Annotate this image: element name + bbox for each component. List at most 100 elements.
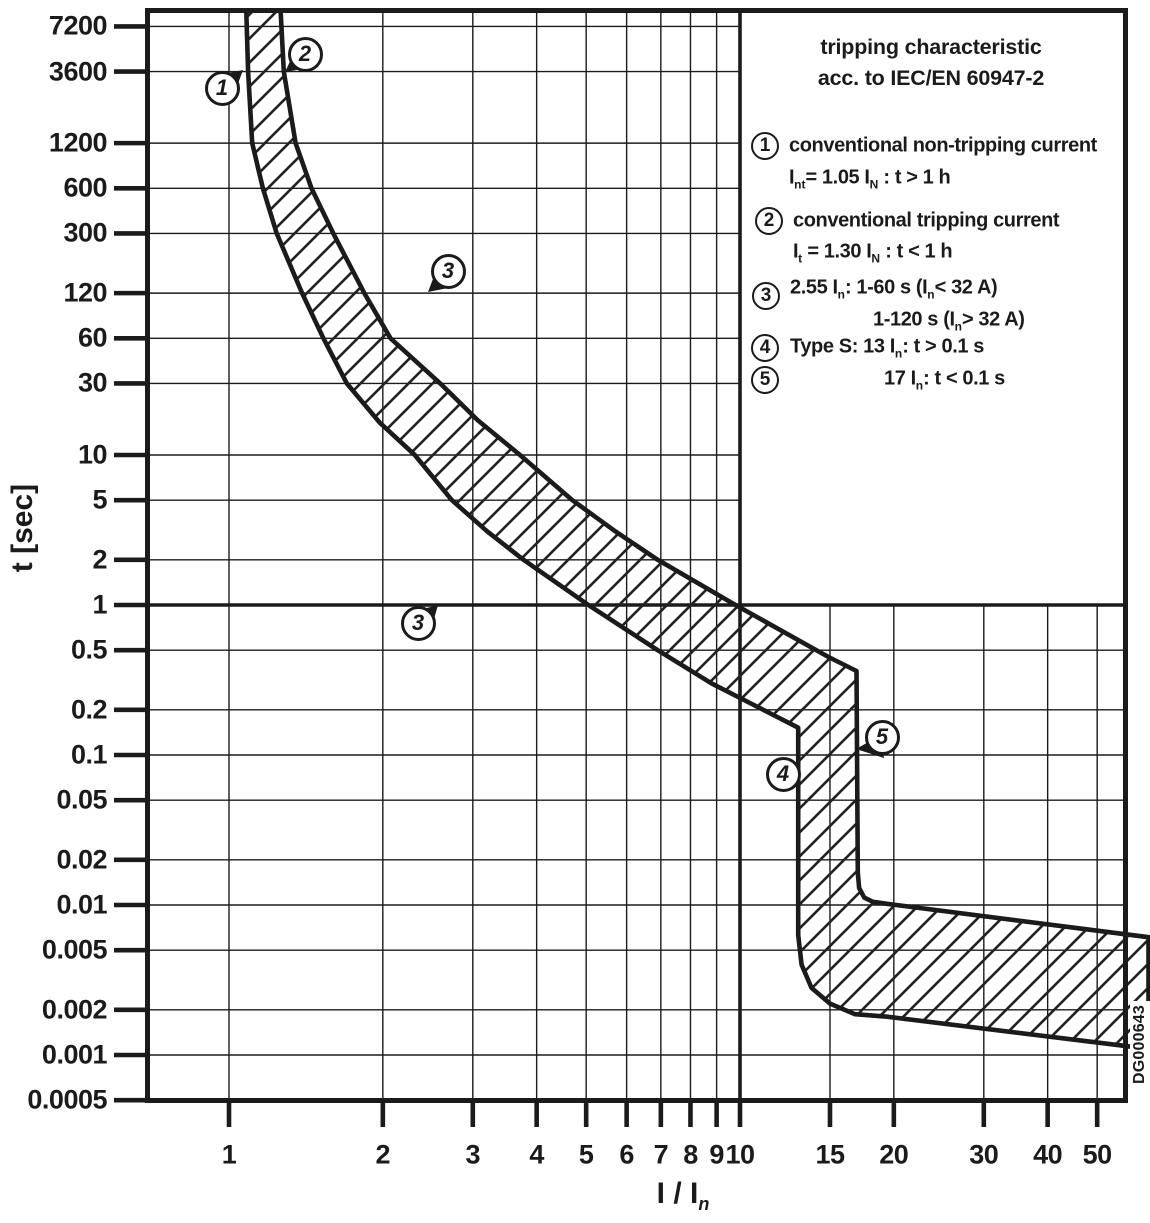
text-run: 50	[1082, 1139, 1113, 1170]
text-run: 1	[221, 1139, 237, 1170]
x-axis-label-1: 1	[222, 1140, 237, 1171]
text-run: 1	[92, 589, 107, 620]
text-run: 3600	[48, 56, 108, 87]
plot-marker-3: 3	[400, 605, 436, 641]
x-axis-label-30: 30	[969, 1140, 999, 1171]
text-run: : t > 1 h	[878, 166, 951, 189]
text-run: > 32 A)	[961, 308, 1025, 331]
text-run: 20	[879, 1139, 909, 1170]
legend-item-5-line1: 17 In: t < 0.1 s	[884, 368, 1005, 393]
legend-item-3-line1: 2.55 In: 1-60 s (In< 32 A)	[790, 276, 998, 302]
text-run: 0.001	[41, 1039, 108, 1070]
y-axis-label-5: 5	[0, 485, 107, 516]
text-run: I	[793, 240, 799, 263]
text-run: Type S: 13 I	[790, 335, 895, 358]
subscript: t	[798, 251, 803, 266]
chart-title-line1: tripping characteristic	[820, 35, 1042, 59]
text-run: 0.01	[56, 889, 107, 920]
subscript: n	[954, 319, 962, 334]
y-axis-label-60: 60	[0, 323, 108, 354]
x-axis-title: I / In	[657, 1177, 710, 1215]
plot-marker-3: 3	[430, 253, 466, 289]
text-run: 1-120 s (I	[873, 308, 955, 331]
text-run: 0.2	[70, 694, 108, 725]
text-run: 1200	[48, 127, 108, 158]
x-axis-label-20: 20	[879, 1139, 909, 1171]
legend-circle-1: 1	[751, 132, 779, 160]
text-run: : t < 1 h	[880, 240, 953, 263]
text-run: : t < 0.1 s	[923, 367, 1005, 390]
legend-circle-4: 4	[751, 334, 779, 362]
subscript: n	[915, 378, 924, 393]
subscript: N	[871, 251, 881, 266]
y-axis-label-600: 600	[0, 173, 107, 204]
chart-title: tripping characteristic acc. to IEC/EN 6…	[758, 32, 1104, 94]
text-run: 30	[77, 367, 108, 398]
plot-marker-1: 1	[204, 70, 240, 106]
text-run: 7200	[48, 10, 108, 41]
x-axis-label-9: 9	[709, 1140, 724, 1171]
text-run: 3	[465, 1139, 481, 1170]
text-run: 2	[375, 1139, 391, 1170]
plot-marker-5: 5	[864, 719, 900, 755]
subscript: n	[894, 346, 903, 361]
subscript: nt	[794, 177, 806, 192]
text-run: = 1.05 I	[805, 166, 870, 189]
x-axis-label-8: 8	[683, 1140, 698, 1171]
x-axis-label-50: 50	[1082, 1139, 1113, 1171]
plot-marker-4: 4	[765, 756, 801, 792]
y-axis-label-0.2: 0.2	[0, 694, 108, 725]
text-run: 17 I	[884, 367, 916, 390]
y-axis-label-300: 300	[0, 218, 107, 249]
legend-circle-3: 3	[752, 282, 780, 310]
text-run: 5	[92, 484, 107, 515]
y-axis-label-120: 120	[0, 278, 107, 309]
y-axis-label-2: 2	[0, 544, 107, 575]
legend-item-2-line2: It = 1.30 IN : t < 1 h	[793, 240, 953, 266]
text-run: 0.5	[70, 634, 108, 665]
subscript: N	[869, 177, 879, 192]
legend-item-2-line1: conventional tripping current	[793, 210, 1060, 233]
text-run: 5	[578, 1139, 594, 1170]
text-run: 10	[725, 1139, 755, 1170]
x-axis-label-2: 2	[376, 1140, 391, 1171]
text-run: 0.002	[41, 994, 108, 1025]
text-run: 9	[709, 1139, 724, 1170]
y-axis-label-3600: 3600	[0, 56, 108, 87]
y-axis-label-1: 1	[0, 590, 107, 621]
text-run: < 32 A)	[934, 276, 998, 299]
x-axis-label-10: 10	[725, 1139, 755, 1171]
y-axis-label-0.5: 0.5	[0, 634, 108, 666]
text-run: 7	[653, 1139, 669, 1170]
text-run: 2	[92, 544, 107, 575]
y-axis-label-0.001: 0.001	[0, 1039, 108, 1071]
legend-circle-5: 5	[751, 366, 779, 394]
text-run: 8	[683, 1139, 698, 1170]
text-run: I / I	[656, 1177, 699, 1211]
legend-item-3-line2: 1-120 s (In> 32 A)	[873, 309, 1025, 334]
text-run: 4	[529, 1139, 544, 1170]
tripping-band-area	[243, 8, 1150, 1052]
text-run: conventional non-tripping current	[789, 134, 1097, 157]
text-run: 300	[63, 217, 107, 248]
y-axis-label-0.002: 0.002	[0, 994, 108, 1025]
x-axis-label-5: 5	[579, 1140, 594, 1171]
plot-marker-2: 2	[287, 36, 323, 72]
subscript: n	[698, 1193, 710, 1214]
text-run: 10	[77, 439, 108, 470]
chart-title-line2: acc. to IEC/EN 60947-2	[817, 66, 1045, 90]
text-run: I	[789, 166, 795, 189]
y-axis-label-0.01: 0.01	[0, 890, 107, 921]
text-run: 6	[619, 1139, 634, 1170]
text-run: : 1-60 s (I	[844, 276, 928, 299]
legend-circle-2: 2	[755, 207, 783, 235]
x-axis-label-40: 40	[1033, 1140, 1063, 1171]
text-run: = 1.30 I	[802, 240, 872, 263]
y-axis-label-0.0005: 0.0005	[0, 1085, 107, 1116]
y-axis-label-0.05: 0.05	[0, 785, 107, 816]
text-run: 0.05	[56, 784, 107, 815]
y-axis-label-0.005: 0.005	[0, 935, 108, 966]
text-run: 15	[815, 1139, 845, 1170]
